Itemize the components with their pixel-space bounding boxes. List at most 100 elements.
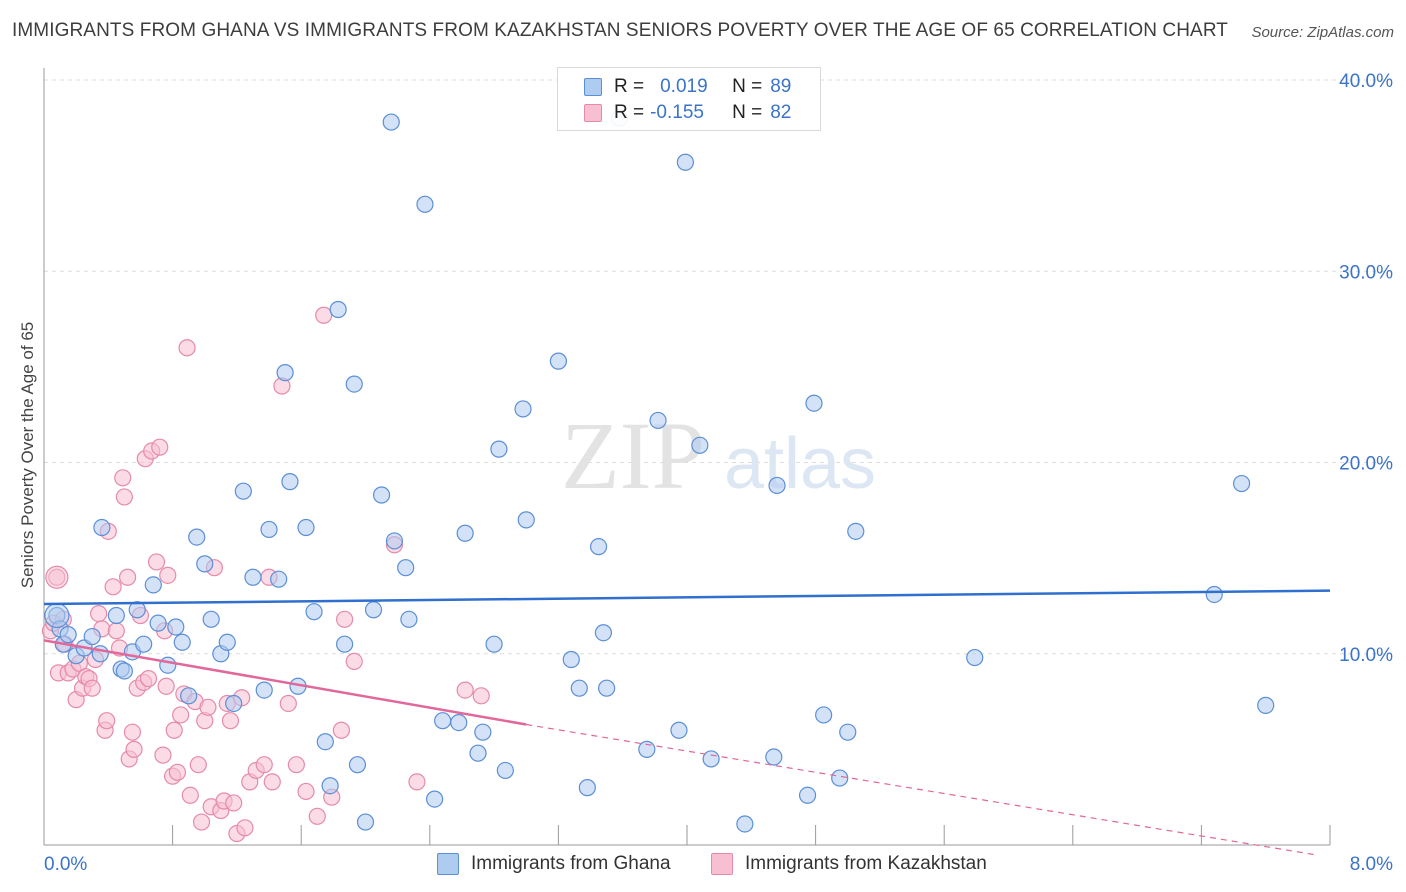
ghana-point bbox=[180, 687, 198, 705]
y-tick-label: 10.0% bbox=[1339, 645, 1393, 666]
ghana-point bbox=[450, 713, 468, 732]
ghana-point bbox=[196, 555, 214, 573]
ghana-point bbox=[321, 777, 339, 795]
kazakhstan-trend-line bbox=[43, 639, 527, 726]
legend-n-value-ghana: 89 bbox=[770, 76, 792, 97]
kazakhstan-point bbox=[147, 553, 166, 571]
ghana-point bbox=[244, 568, 262, 586]
ghana-trend-line bbox=[43, 589, 1331, 606]
legend-box: R = 0.019 N = 89 R = -0.155 N = 82 bbox=[557, 67, 821, 131]
ghana-point bbox=[316, 733, 334, 751]
legend-r-value-ghana: 0.019 bbox=[660, 76, 708, 97]
ghana-point bbox=[966, 648, 984, 667]
ghana-point bbox=[702, 750, 720, 768]
ghana-point bbox=[594, 624, 613, 642]
ghana-point bbox=[329, 300, 347, 319]
kazakhstan-point bbox=[98, 712, 116, 730]
ghana-point bbox=[589, 538, 608, 556]
ghana-point bbox=[1257, 696, 1275, 714]
kazakhstan-point bbox=[255, 756, 273, 774]
legend-row-ghana: R = 0.019 N = 89 bbox=[584, 75, 791, 99]
kazakhstan-point bbox=[456, 681, 474, 699]
kazakhstan-point bbox=[168, 763, 187, 781]
ghana-point bbox=[149, 614, 167, 632]
legend-n-label: N = bbox=[732, 76, 763, 97]
gridlines bbox=[44, 79, 1392, 655]
kazakhstan-point bbox=[408, 773, 426, 791]
ghana-point bbox=[490, 440, 508, 458]
kazakhstan-point bbox=[123, 723, 142, 741]
kazakhstan-point bbox=[192, 813, 211, 831]
ghana-point bbox=[434, 712, 452, 730]
kazakhstan-point bbox=[287, 756, 305, 774]
ghana-point bbox=[372, 486, 391, 504]
kazakhstan-point bbox=[165, 721, 183, 739]
y-tick-label: 20.0% bbox=[1339, 454, 1393, 475]
x-tick-label-min: 0.0% bbox=[44, 854, 87, 875]
kazakhstan-point bbox=[159, 566, 177, 584]
kazakhstan-point bbox=[90, 604, 108, 623]
tick-labels: 0.0% 8.0% 10.0% 20.0% 30.0% 40.0% bbox=[44, 71, 1393, 875]
kazakhstan-point bbox=[45, 565, 69, 589]
kazakhstan-point bbox=[308, 807, 326, 825]
ghana-point bbox=[570, 679, 588, 697]
ghana-point bbox=[670, 721, 688, 739]
kazakhstan-point bbox=[472, 687, 490, 705]
ghana-point bbox=[1232, 474, 1251, 493]
bottom-legend-label-kazakhstan: Immigrants from Kazakhstan bbox=[745, 853, 987, 874]
ghana-point bbox=[400, 610, 418, 628]
watermark: ZIP atlas bbox=[561, 402, 876, 509]
bottom-legend-label-ghana: Immigrants from Ghana bbox=[471, 853, 671, 874]
kazakhstan-point bbox=[225, 794, 243, 812]
ghana-point bbox=[485, 635, 503, 653]
bottom-legend-swatch-ghana bbox=[437, 853, 459, 875]
ghana-point bbox=[768, 476, 786, 495]
trend-lines bbox=[43, 589, 1331, 856]
bottom-legend-kazakhstan: Immigrants from Kazakhstan bbox=[711, 852, 987, 876]
ghana-point bbox=[128, 601, 146, 619]
kazakhstan-point bbox=[118, 568, 137, 586]
kazakhstan-point bbox=[332, 721, 350, 739]
ghana-point bbox=[188, 528, 206, 546]
kazakhstan-point bbox=[157, 677, 175, 695]
legend-row-kazakhstan: R = -0.155 N = 82 bbox=[584, 101, 791, 125]
ghana-point bbox=[397, 559, 415, 577]
kazakhstan-points bbox=[41, 306, 490, 843]
ghana-point bbox=[281, 473, 299, 491]
kazakhstan-point bbox=[104, 578, 122, 596]
ghana-point bbox=[831, 769, 849, 787]
x-tick-label-max: 8.0% bbox=[1350, 854, 1393, 875]
kazakhstan-point bbox=[115, 488, 133, 506]
bottom-legend-swatch-kazakhstan bbox=[711, 853, 733, 875]
ghana-point bbox=[676, 153, 694, 171]
ghana-point bbox=[514, 400, 532, 418]
ghana-point bbox=[638, 740, 656, 758]
kazakhstan-point bbox=[221, 712, 240, 730]
ghana-point bbox=[736, 815, 754, 833]
ghana-point bbox=[847, 522, 865, 540]
y-tick-label: 40.0% bbox=[1339, 71, 1393, 92]
kazakhstan-point bbox=[178, 339, 196, 357]
ghana-point bbox=[270, 570, 288, 588]
ghana-point bbox=[691, 436, 709, 454]
watermark-atlas: atlas bbox=[724, 424, 876, 504]
ghana-point bbox=[202, 610, 220, 628]
kazakhstan-point bbox=[297, 782, 315, 801]
ghana-point bbox=[115, 662, 133, 680]
y-tick-label: 30.0% bbox=[1339, 262, 1393, 283]
ghana-point bbox=[93, 518, 111, 537]
kazakhstan-point bbox=[83, 679, 101, 697]
ghana-point bbox=[336, 635, 354, 653]
ghana-point bbox=[59, 626, 77, 644]
ghana-point bbox=[83, 627, 101, 646]
legend-swatch-kazakhstan bbox=[584, 104, 602, 122]
ghana-point bbox=[798, 786, 817, 804]
ghana-point bbox=[364, 601, 383, 619]
ghana-point bbox=[159, 656, 177, 674]
legend-swatch-ghana bbox=[584, 78, 602, 96]
kazakhstan-point bbox=[345, 652, 363, 671]
kazakhstan-point bbox=[125, 740, 143, 758]
source-credit: Source: ZipAtlas.com bbox=[1251, 24, 1394, 41]
bottom-legend-ghana: Immigrants from Ghana bbox=[437, 852, 671, 876]
